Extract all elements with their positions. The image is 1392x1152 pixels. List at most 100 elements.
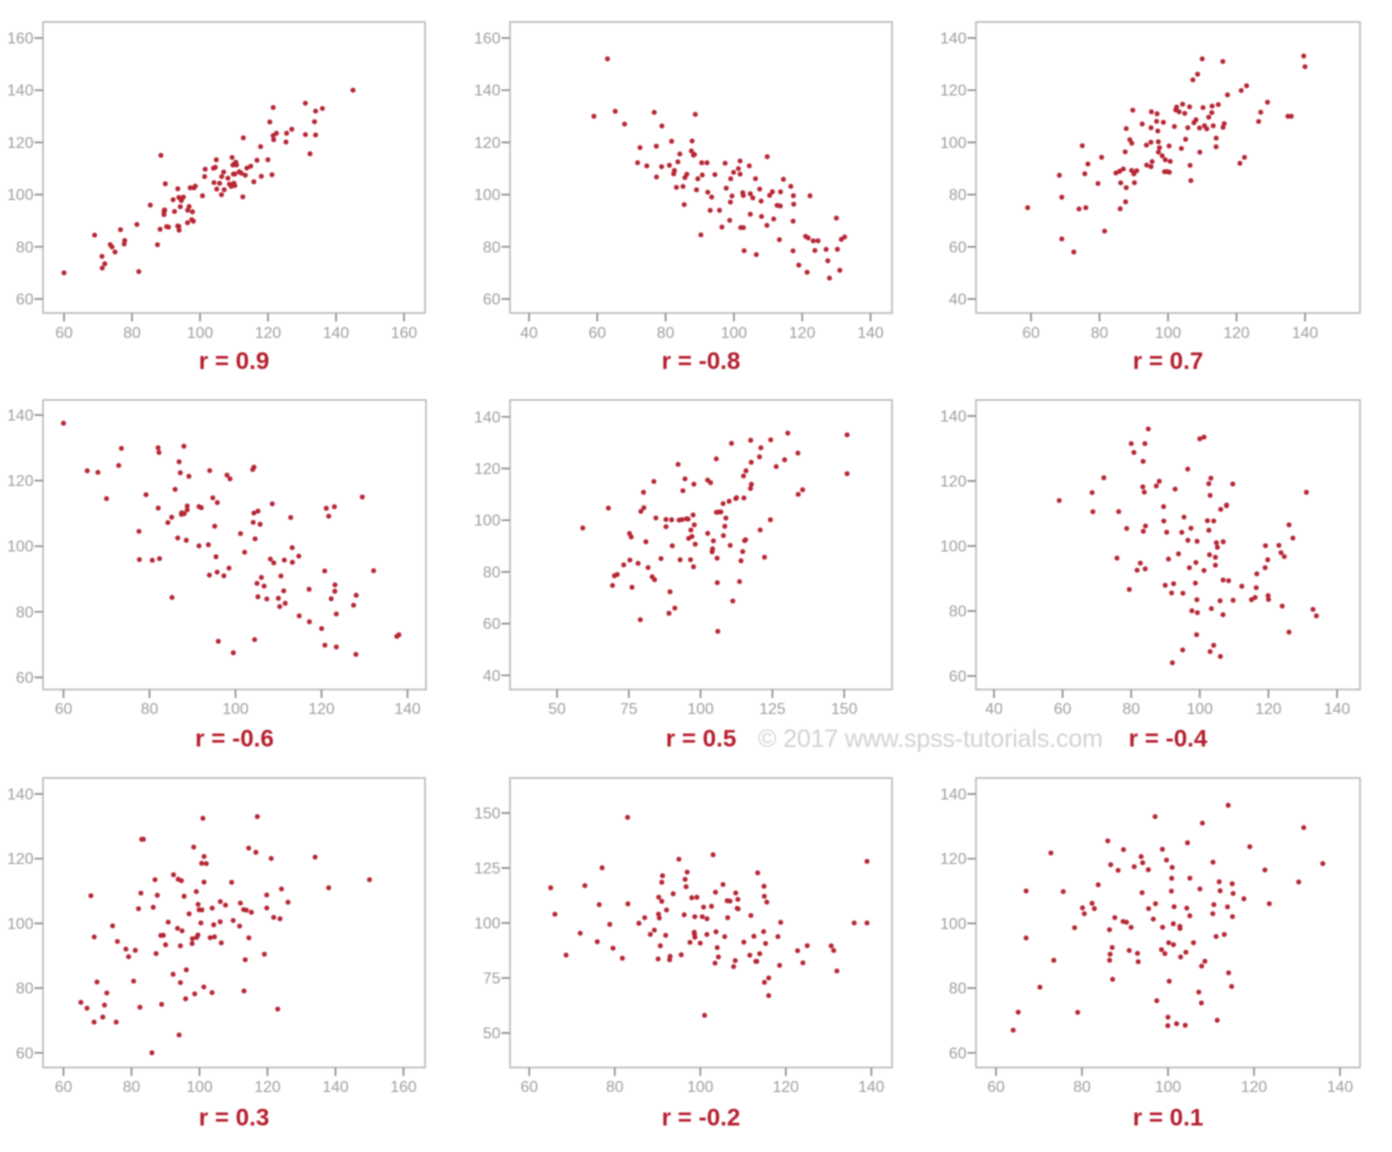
svg-text:80: 80 <box>123 1079 141 1096</box>
svg-text:80: 80 <box>949 981 967 998</box>
svg-text:140: 140 <box>940 409 967 426</box>
svg-text:140: 140 <box>322 1079 349 1096</box>
svg-text:100: 100 <box>474 513 501 530</box>
svg-text:40: 40 <box>985 701 1003 718</box>
svg-text:150: 150 <box>831 701 858 718</box>
svg-text:140: 140 <box>7 787 34 804</box>
svg-text:80: 80 <box>483 239 501 256</box>
svg-text:140: 140 <box>7 83 34 100</box>
svg-text:r = -0.4: r = -0.4 <box>1129 726 1208 753</box>
svg-text:r = 0.1: r = 0.1 <box>1133 1105 1204 1132</box>
svg-text:80: 80 <box>1091 325 1109 342</box>
svg-text:60: 60 <box>16 292 34 309</box>
svg-text:100: 100 <box>7 916 34 933</box>
svg-text:80: 80 <box>657 325 675 342</box>
svg-text:60: 60 <box>55 325 73 342</box>
svg-text:100: 100 <box>1187 701 1214 718</box>
svg-text:140: 140 <box>7 408 34 425</box>
svg-text:80: 80 <box>141 701 159 718</box>
svg-text:100: 100 <box>187 325 214 342</box>
svg-text:60: 60 <box>16 1045 34 1062</box>
svg-text:80: 80 <box>1073 1079 1091 1096</box>
svg-text:80: 80 <box>949 604 967 621</box>
svg-text:120: 120 <box>940 474 967 491</box>
svg-text:80: 80 <box>123 325 141 342</box>
svg-text:140: 140 <box>940 787 967 804</box>
svg-text:r = 0.5: r = 0.5 <box>666 726 737 753</box>
svg-text:75: 75 <box>483 971 501 988</box>
svg-text:40: 40 <box>483 668 501 685</box>
svg-text:150: 150 <box>474 806 501 823</box>
svg-text:60: 60 <box>483 292 501 309</box>
svg-text:60: 60 <box>949 669 967 686</box>
svg-text:120: 120 <box>789 325 816 342</box>
svg-text:40: 40 <box>949 292 967 309</box>
svg-text:60: 60 <box>987 1079 1005 1096</box>
svg-text:100: 100 <box>7 539 34 556</box>
svg-text:100: 100 <box>940 135 967 152</box>
svg-text:125: 125 <box>474 861 501 878</box>
svg-text:r = 0.9: r = 0.9 <box>199 348 270 375</box>
svg-text:80: 80 <box>606 1079 624 1096</box>
svg-text:125: 125 <box>759 701 786 718</box>
svg-text:r = 0.3: r = 0.3 <box>199 1105 270 1132</box>
svg-text:100: 100 <box>1155 325 1182 342</box>
svg-text:120: 120 <box>7 135 34 152</box>
svg-text:100: 100 <box>1155 1079 1182 1096</box>
svg-text:120: 120 <box>1255 701 1282 718</box>
svg-text:80: 80 <box>16 981 34 998</box>
svg-text:120: 120 <box>7 851 34 868</box>
svg-text:140: 140 <box>474 409 501 426</box>
svg-text:100: 100 <box>687 1079 714 1096</box>
svg-text:160: 160 <box>391 325 418 342</box>
svg-text:140: 140 <box>858 1079 885 1096</box>
svg-text:140: 140 <box>474 83 501 100</box>
svg-text:80: 80 <box>1122 701 1140 718</box>
svg-text:60: 60 <box>55 1079 73 1096</box>
svg-text:100: 100 <box>474 916 501 933</box>
svg-text:60: 60 <box>16 670 34 687</box>
svg-text:120: 120 <box>255 325 282 342</box>
svg-text:140: 140 <box>323 325 350 342</box>
svg-text:160: 160 <box>474 31 501 48</box>
svg-text:80: 80 <box>16 239 34 256</box>
svg-text:50: 50 <box>483 1026 501 1043</box>
svg-text:60: 60 <box>1022 325 1040 342</box>
svg-text:140: 140 <box>1292 325 1319 342</box>
svg-text:40: 40 <box>520 325 538 342</box>
svg-text:r = -0.6: r = -0.6 <box>195 726 274 753</box>
svg-text:120: 120 <box>7 473 34 490</box>
svg-text:140: 140 <box>1327 1079 1354 1096</box>
svg-text:120: 120 <box>1241 1079 1268 1096</box>
svg-text:60: 60 <box>589 325 607 342</box>
svg-text:60: 60 <box>1054 701 1072 718</box>
svg-text:160: 160 <box>390 1079 417 1096</box>
svg-text:80: 80 <box>483 564 501 581</box>
svg-text:120: 120 <box>308 701 335 718</box>
svg-text:r = -0.8: r = -0.8 <box>662 348 741 375</box>
svg-text:r = 0.7: r = 0.7 <box>1133 348 1204 375</box>
svg-text:100: 100 <box>186 1079 213 1096</box>
svg-text:120: 120 <box>940 851 967 868</box>
svg-text:50: 50 <box>548 701 566 718</box>
svg-text:80: 80 <box>16 604 34 621</box>
svg-text:120: 120 <box>1223 325 1250 342</box>
svg-text:140: 140 <box>1324 701 1351 718</box>
svg-text:60: 60 <box>521 1079 539 1096</box>
svg-text:100: 100 <box>7 187 34 204</box>
svg-text:80: 80 <box>949 187 967 204</box>
svg-text:120: 120 <box>254 1079 281 1096</box>
svg-text:100: 100 <box>940 916 967 933</box>
svg-text:120: 120 <box>474 461 501 478</box>
svg-text:75: 75 <box>620 701 638 718</box>
svg-text:60: 60 <box>949 1045 967 1062</box>
svg-text:100: 100 <box>721 325 748 342</box>
svg-text:120: 120 <box>773 1079 800 1096</box>
svg-text:140: 140 <box>857 325 884 342</box>
svg-text:100: 100 <box>687 701 714 718</box>
svg-text:© 2017 www.spss-tutorials.com: © 2017 www.spss-tutorials.com <box>758 725 1103 753</box>
svg-text:160: 160 <box>7 31 34 48</box>
svg-text:100: 100 <box>222 701 249 718</box>
svg-text:60: 60 <box>949 239 967 256</box>
svg-text:140: 140 <box>394 701 421 718</box>
